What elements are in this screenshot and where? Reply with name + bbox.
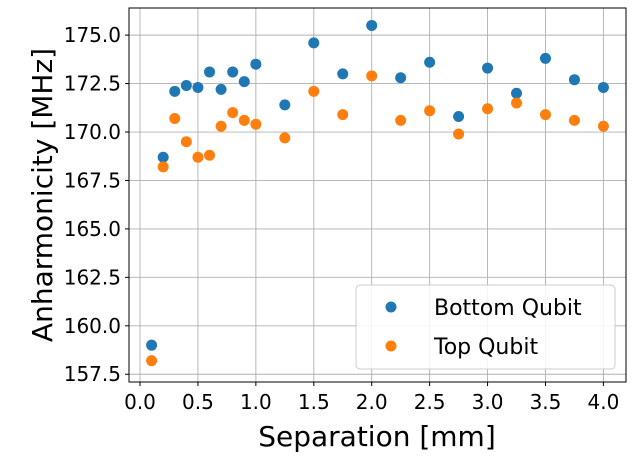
point-bottom-qubit bbox=[250, 58, 262, 70]
point-top-qubit bbox=[250, 118, 262, 130]
x-tick-label: 4.0 bbox=[588, 390, 620, 414]
point-bottom-qubit bbox=[279, 99, 291, 111]
point-bottom-qubit bbox=[180, 80, 192, 92]
point-bottom-qubit bbox=[482, 62, 494, 74]
y-tick-label: 172.5 bbox=[64, 72, 121, 96]
y-tick-label: 157.5 bbox=[64, 362, 121, 386]
point-top-qubit bbox=[424, 105, 436, 117]
point-top-qubit bbox=[180, 136, 192, 148]
y-tick-label: 170.0 bbox=[64, 120, 121, 144]
point-bottom-qubit bbox=[366, 19, 378, 31]
point-top-qubit bbox=[453, 128, 465, 140]
point-top-qubit bbox=[157, 161, 169, 173]
y-axis-label: Anharmonicity [MHz] bbox=[26, 48, 59, 342]
point-bottom-qubit bbox=[215, 83, 227, 95]
x-tick-label: 1.5 bbox=[298, 390, 330, 414]
point-bottom-qubit bbox=[539, 52, 551, 64]
x-axis-label: Separation [mm] bbox=[258, 420, 496, 453]
point-top-qubit bbox=[238, 114, 250, 126]
point-bottom-qubit bbox=[308, 37, 320, 49]
point-bottom-qubit bbox=[453, 111, 465, 123]
point-bottom-qubit bbox=[511, 87, 523, 99]
y-axis-ticks: 157.5 160.0 162.5 165.0 167.5 170.0 172.5 175.0 bbox=[64, 23, 129, 386]
plot-frame bbox=[128, 7, 627, 383]
point-top-qubit bbox=[597, 120, 609, 132]
point-top-qubit bbox=[146, 355, 158, 367]
point-bottom-qubit bbox=[395, 72, 407, 84]
legend-box bbox=[355, 284, 616, 370]
point-top-qubit bbox=[395, 114, 407, 126]
grid-lines bbox=[129, 8, 626, 382]
data-points bbox=[146, 19, 609, 367]
point-bottom-qubit bbox=[146, 339, 158, 351]
legend-marker-top-qubit bbox=[385, 340, 397, 352]
y-tick-label: 160.0 bbox=[64, 314, 121, 338]
point-bottom-qubit bbox=[568, 74, 580, 86]
point-bottom-qubit bbox=[337, 68, 349, 80]
point-top-qubit bbox=[279, 132, 291, 144]
y-tick-label: 175.0 bbox=[64, 23, 121, 47]
point-bottom-qubit bbox=[597, 81, 609, 93]
point-top-qubit bbox=[366, 70, 378, 82]
x-tick-label: 2.0 bbox=[356, 390, 388, 414]
point-top-qubit bbox=[192, 151, 204, 163]
point-top-qubit bbox=[539, 109, 551, 121]
x-tick-label: 0.0 bbox=[124, 390, 156, 414]
point-top-qubit bbox=[568, 114, 580, 126]
x-axis-ticks: 0.0 0.5 1.0 1.5 2.0 2.5 3.0 3.5 4.0 bbox=[124, 382, 619, 414]
legend-label-bottom-qubit: Bottom Qubit bbox=[434, 296, 582, 321]
y-tick-label: 165.0 bbox=[64, 217, 121, 241]
point-top-qubit bbox=[482, 103, 494, 115]
point-top-qubit bbox=[169, 112, 181, 124]
point-top-qubit bbox=[337, 109, 349, 121]
point-top-qubit bbox=[215, 120, 227, 132]
point-top-qubit bbox=[308, 85, 320, 97]
x-tick-label: 3.5 bbox=[530, 390, 562, 414]
point-bottom-qubit bbox=[192, 81, 204, 93]
point-bottom-qubit bbox=[169, 85, 181, 97]
legend-marker-bottom-qubit bbox=[385, 301, 397, 313]
x-tick-label: 3.0 bbox=[472, 390, 504, 414]
y-tick-label: 162.5 bbox=[64, 265, 121, 289]
legend-label-top-qubit: Top Qubit bbox=[433, 335, 538, 360]
point-top-qubit bbox=[204, 149, 216, 161]
point-top-qubit bbox=[227, 107, 239, 119]
x-tick-label: 1.0 bbox=[240, 390, 272, 414]
point-bottom-qubit bbox=[204, 66, 216, 78]
point-top-qubit bbox=[511, 97, 523, 109]
x-tick-label: 2.5 bbox=[414, 390, 446, 414]
point-bottom-qubit bbox=[238, 76, 250, 88]
legend: Bottom Qubit Top Qubit bbox=[355, 284, 616, 370]
point-bottom-qubit bbox=[424, 56, 436, 68]
point-bottom-qubit bbox=[227, 66, 239, 78]
x-tick-label: 0.5 bbox=[182, 390, 214, 414]
y-tick-label: 167.5 bbox=[64, 168, 121, 192]
point-bottom-qubit bbox=[157, 151, 169, 163]
